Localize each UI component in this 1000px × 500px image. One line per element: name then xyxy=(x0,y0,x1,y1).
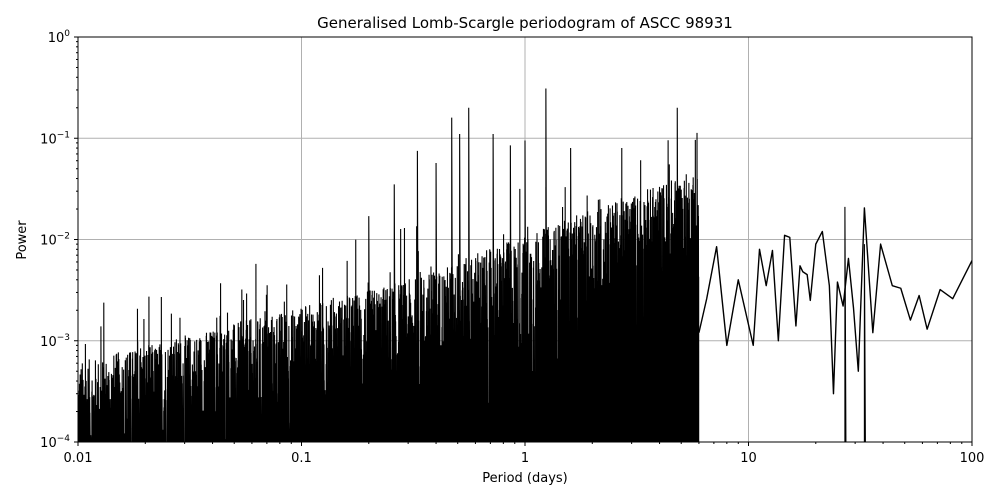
y-tick-label: 10−3 xyxy=(40,333,70,350)
y-tick-label: 10−4 xyxy=(40,434,70,451)
minor-ticks xyxy=(76,41,963,444)
x-tick-label: 10 xyxy=(740,451,757,466)
x-axis-label: Period (days) xyxy=(482,471,568,486)
y-tick-label: 10−2 xyxy=(40,232,70,249)
x-tick-label: 0.1 xyxy=(291,451,312,466)
x-tick-label: 1 xyxy=(521,451,529,466)
y-axis-ticks: 10−4 10−3 10−2 10−1 100 xyxy=(40,29,78,451)
x-tick-label: 0.01 xyxy=(64,451,93,466)
x-axis-ticks: 0.01 0.1 1 10 100 xyxy=(64,442,985,466)
x-tick-label: 100 xyxy=(960,451,985,466)
y-tick-label: 10−1 xyxy=(40,130,70,147)
power-series xyxy=(78,88,972,442)
y-axis-label: Power xyxy=(15,220,30,260)
y-tick-label: 100 xyxy=(48,29,71,46)
chart-title: Generalised Lomb-Scargle periodogram of … xyxy=(317,14,733,32)
